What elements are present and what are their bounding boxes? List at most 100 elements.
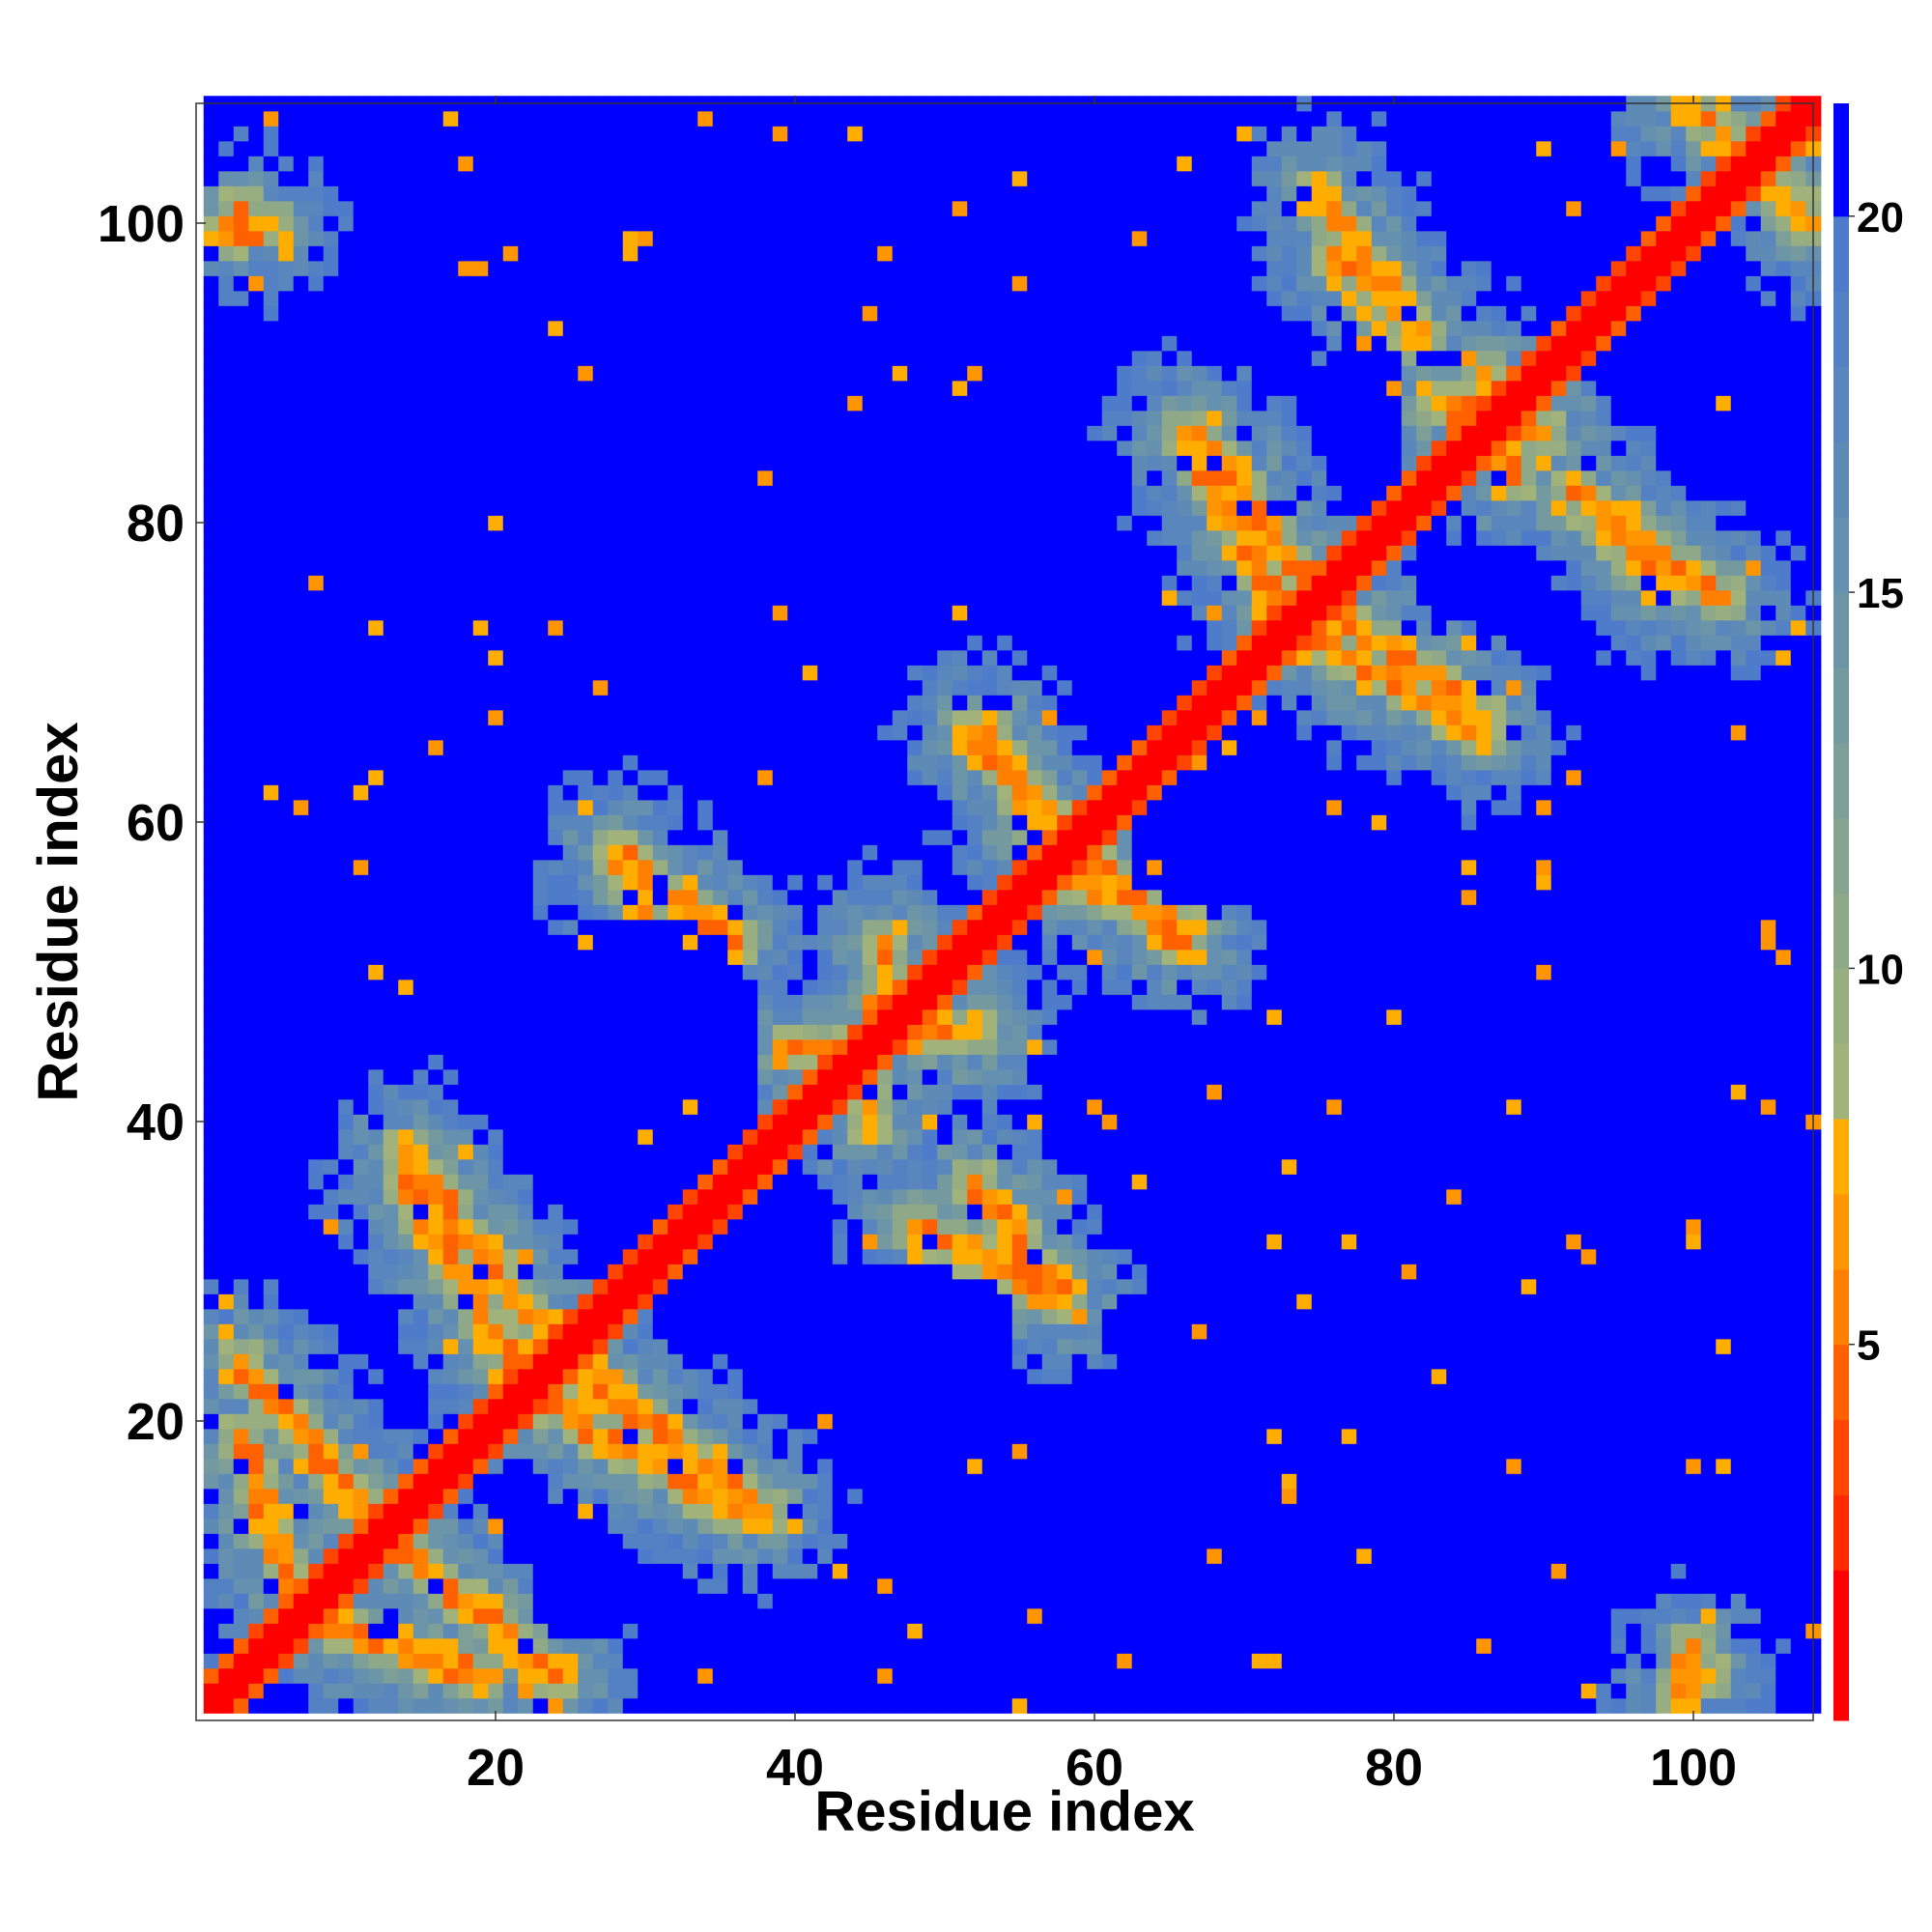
heatmap-cell	[1580, 1563, 1597, 1579]
heatmap-cell	[1446, 1264, 1463, 1280]
heatmap-cell	[1776, 1637, 1792, 1654]
heatmap-cell	[1536, 1323, 1552, 1340]
heatmap-cell	[1656, 1563, 1672, 1579]
heatmap-cell	[368, 1144, 384, 1160]
heatmap-cell	[668, 1683, 684, 1699]
heatmap-cell	[997, 1563, 1013, 1579]
heatmap-cell	[532, 1518, 549, 1534]
heatmap-cell	[1550, 1398, 1567, 1414]
heatmap-cell	[1506, 1563, 1522, 1579]
heatmap-cell	[548, 1637, 564, 1654]
heatmap-cell	[1386, 1234, 1403, 1250]
heatmap-cell	[263, 1323, 279, 1340]
heatmap-cell	[458, 1548, 474, 1564]
heatmap-cell	[1101, 1428, 1118, 1444]
heatmap-cell	[1550, 1068, 1567, 1085]
heatmap-cell	[668, 1458, 684, 1474]
heatmap-cell	[1491, 1428, 1507, 1444]
heatmap-cell	[727, 1563, 744, 1579]
heatmap-cell	[1071, 1144, 1088, 1160]
heatmap-cell	[263, 1098, 279, 1115]
heatmap-cell	[922, 1593, 938, 1609]
heatmap-cell	[832, 1683, 848, 1699]
heatmap-cell	[1610, 1503, 1627, 1520]
heatmap-cell	[1087, 1653, 1103, 1669]
heatmap-cell	[757, 1653, 774, 1669]
heatmap-cell	[757, 1353, 774, 1370]
heatmap-cell	[338, 1293, 355, 1310]
heatmap-cell	[981, 1488, 998, 1504]
heatmap-cell	[967, 1653, 983, 1669]
heatmap-cell	[1416, 1264, 1433, 1280]
heatmap-cell	[518, 1188, 534, 1205]
heatmap-cell	[1431, 1264, 1447, 1280]
heatmap-cell	[488, 1577, 504, 1594]
heatmap-cell	[712, 1054, 728, 1070]
heatmap-cell	[682, 1054, 698, 1070]
heatmap-cell	[1670, 1428, 1687, 1444]
heatmap-cell	[1431, 1653, 1447, 1669]
heatmap-cell	[1700, 1593, 1717, 1609]
heatmap-cell	[862, 1234, 878, 1250]
heatmap-cell	[787, 1353, 804, 1370]
heatmap-cell	[1730, 1293, 1747, 1310]
heatmap-cell	[592, 1518, 609, 1534]
heatmap-cell	[1730, 1473, 1747, 1490]
heatmap-cell	[592, 1084, 609, 1100]
heatmap-cell	[488, 1038, 504, 1055]
heatmap-cell	[862, 1144, 878, 1160]
heatmap-cell	[1550, 1128, 1567, 1145]
heatmap-cell	[1596, 1024, 1612, 1040]
heatmap-cell	[832, 1114, 848, 1130]
heatmap-cell	[1760, 1293, 1776, 1310]
heatmap-cell	[937, 1683, 953, 1699]
heatmap-cell	[967, 1443, 983, 1460]
heatmap-cell	[1610, 1533, 1627, 1549]
heatmap-cell	[1580, 1338, 1597, 1354]
heatmap-cell	[1730, 1278, 1747, 1294]
heatmap-cell	[368, 1024, 384, 1040]
heatmap-cell	[1416, 1653, 1433, 1669]
heatmap-cell	[742, 1563, 758, 1579]
heatmap-cell	[1087, 1443, 1103, 1460]
heatmap-cell	[233, 1158, 249, 1175]
heatmap-cell	[428, 1653, 444, 1669]
heatmap-cell	[772, 1054, 788, 1070]
heatmap-cell	[712, 1114, 728, 1130]
heatmap-cell	[967, 1488, 983, 1504]
heatmap-cell	[727, 1413, 744, 1430]
heatmap-cell	[1281, 1443, 1297, 1460]
heatmap-cell	[1311, 1308, 1327, 1324]
heatmap-cell	[293, 1248, 309, 1264]
heatmap-cell	[727, 1114, 744, 1130]
heatmap-cell	[1491, 1473, 1507, 1490]
heatmap-cell	[1041, 1383, 1058, 1400]
heatmap-cell	[862, 1413, 878, 1430]
heatmap-cell	[1191, 1518, 1208, 1534]
heatmap-cell	[412, 1623, 429, 1639]
heatmap-cell	[638, 1128, 654, 1145]
heatmap-cell	[981, 1278, 998, 1294]
heatmap-cell	[1386, 1323, 1403, 1340]
heatmap-cell	[1236, 1353, 1253, 1370]
heatmap-cell	[1027, 1383, 1043, 1400]
heatmap-cell	[847, 1338, 864, 1354]
heatmap-cell	[1177, 1593, 1193, 1609]
heatmap-cell	[1177, 1204, 1193, 1220]
heatmap-cell	[652, 1607, 668, 1624]
heatmap-cell	[1491, 1563, 1507, 1579]
heatmap-cell	[1776, 1068, 1792, 1085]
heatmap-cell	[248, 1413, 265, 1430]
heatmap-cell	[488, 1144, 504, 1160]
heatmap-cell	[488, 1533, 504, 1549]
heatmap-cell	[1101, 1697, 1118, 1714]
heatmap-cell	[308, 1293, 325, 1310]
heatmap-cell	[638, 1563, 654, 1579]
heatmap-cell	[1760, 1054, 1776, 1070]
heatmap-cell	[1266, 1174, 1283, 1190]
heatmap-cell	[1790, 1577, 1806, 1594]
heatmap-cell	[1536, 1637, 1552, 1654]
heatmap-cell	[338, 1667, 355, 1684]
heatmap-cell	[458, 1098, 474, 1115]
heatmap-cell	[1656, 1593, 1672, 1609]
